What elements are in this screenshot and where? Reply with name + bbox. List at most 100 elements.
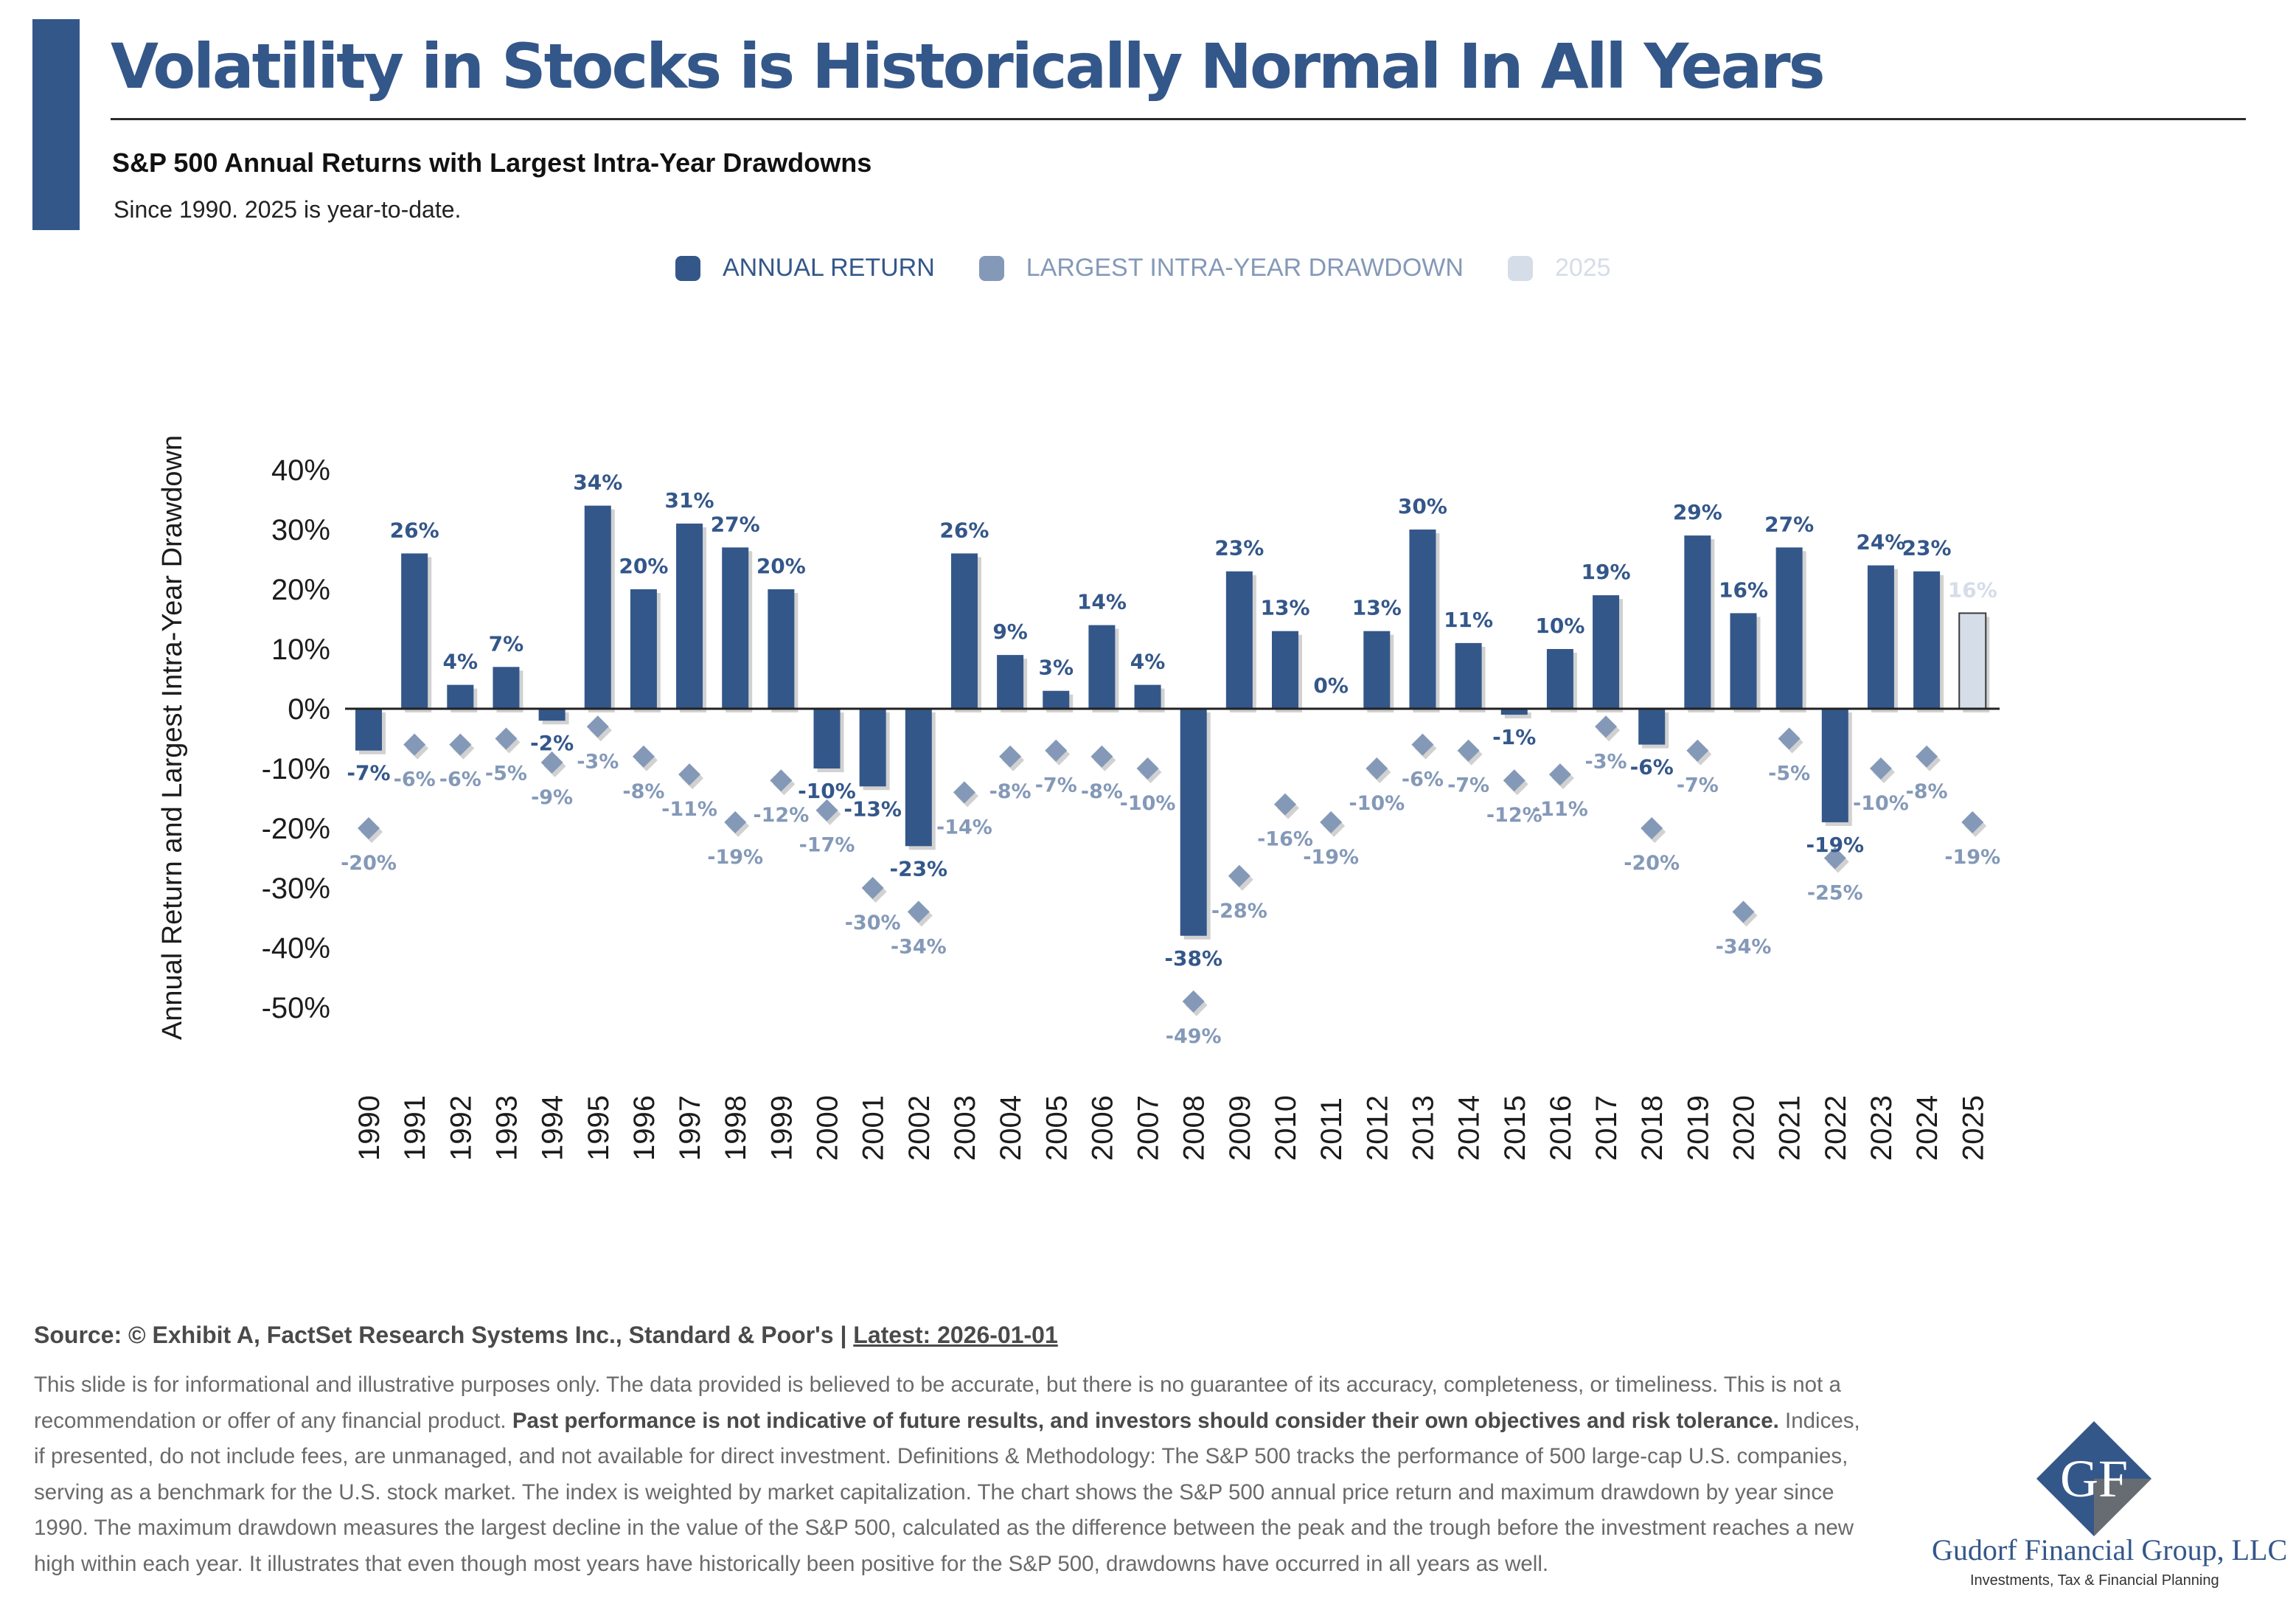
drawdown-label: -8% (622, 780, 664, 803)
x-tick-label: 2010 (1270, 1095, 1302, 1161)
legend-label-annual-return: ANNUAL RETURN (723, 254, 935, 282)
drawdown-label: -9% (531, 786, 573, 809)
latest-date-link[interactable]: Latest: 2026-01-01 (853, 1322, 1058, 1348)
return-label: 13% (1352, 596, 1402, 620)
drawdown-marker (495, 727, 518, 750)
x-tick-label: 2024 (1911, 1095, 1944, 1161)
drawdown-marker (1090, 745, 1113, 768)
return-bar (1043, 690, 1070, 709)
drawdown-marker (586, 715, 609, 738)
drawdown-marker (861, 877, 884, 899)
chart-subtitle: S&P 500 Annual Returns with Largest Intr… (112, 148, 872, 178)
return-label: 0% (1313, 673, 1349, 698)
return-bar (1638, 709, 1666, 745)
drawdown-label: -8% (989, 780, 1032, 803)
drawdown-marker (1778, 727, 1801, 750)
drawdown-label: -5% (1768, 763, 1810, 785)
drawdown-marker (815, 799, 838, 822)
return-bar (355, 709, 382, 751)
return-bar (1225, 571, 1253, 709)
legend-item-drawdown: LARGEST INTRA-YEAR DRAWDOWN (978, 254, 1464, 282)
x-tick-label: 2001 (857, 1095, 890, 1161)
chart-legend: ANNUAL RETURN LARGEST INTRA-YEAR DRAWDOW… (675, 254, 1655, 282)
return-label: -13% (843, 797, 902, 821)
drawdown-marker (1136, 757, 1159, 780)
logo-diamond-shade (2094, 1479, 2151, 1536)
legend-swatch-drawdown (978, 255, 1004, 281)
return-bar (401, 553, 428, 709)
return-bar (1821, 709, 1848, 822)
drawdown-label: -20% (1624, 852, 1680, 875)
return-bar (905, 709, 932, 847)
drawdown-marker (1641, 817, 1663, 839)
x-tick-label: 1991 (399, 1095, 431, 1161)
return-label: 30% (1398, 494, 1447, 518)
x-tick-label: 1999 (765, 1095, 798, 1161)
return-label: 4% (1130, 650, 1166, 674)
firm-tagline: Investments, Tax & Financial Planning (1970, 1572, 2219, 1589)
drawdown-label: -5% (485, 763, 527, 785)
drawdown-label: -11% (1532, 798, 1588, 821)
return-label: -2% (530, 731, 574, 755)
return-label: 7% (489, 631, 524, 656)
legend-swatch-annual-return (675, 255, 700, 281)
drawdown-marker (770, 769, 793, 792)
drawdown-label: -17% (799, 834, 855, 857)
return-label: -19% (1806, 833, 1864, 857)
disclaimer: This slide is for informational and illu… (34, 1367, 1862, 1582)
return-label: 27% (711, 512, 760, 536)
drawdown-label: -19% (707, 846, 763, 869)
legend-label-drawdown: LARGEST INTRA-YEAR DRAWDOWN (1026, 254, 1464, 282)
drawdown-label: -12% (1486, 804, 1542, 827)
x-tick-label: 2018 (1636, 1095, 1669, 1161)
drawdown-label: -3% (577, 750, 619, 773)
drawdown-label: -20% (341, 852, 397, 875)
y-tick-label: 40% (271, 454, 330, 487)
x-tick-label: 2021 (1774, 1095, 1806, 1161)
return-bar (630, 589, 657, 709)
x-tick-label: 2022 (1820, 1095, 1852, 1161)
x-tick-label: 2019 (1682, 1095, 1714, 1161)
return-label: 9% (992, 620, 1028, 644)
drawdown-label: -49% (1166, 1025, 1222, 1048)
source-text: Source: © Exhibit A, FactSet Research Sy… (34, 1322, 854, 1348)
drawdown-label: -8% (1906, 780, 1948, 803)
return-label: 4% (443, 650, 479, 674)
drawdown-marker (907, 901, 930, 923)
return-bar (859, 709, 886, 787)
drawdown-label: -6% (394, 768, 436, 791)
drawdown-label: -7% (1035, 774, 1077, 797)
drawdown-marker (1457, 739, 1480, 762)
x-tick-label: 2020 (1728, 1095, 1761, 1161)
drawdown-marker (1595, 715, 1618, 738)
return-bar (950, 553, 978, 709)
x-tick-label: 2015 (1499, 1095, 1531, 1161)
accent-bar (32, 19, 80, 230)
y-tick-label: 10% (271, 634, 330, 666)
x-tick-label: 1997 (674, 1095, 706, 1161)
drawdown-label: -10% (1120, 792, 1176, 815)
disclaimer-text-2: Indices, if presented, do not include fe… (34, 1408, 1860, 1576)
y-tick-label: 0% (288, 693, 330, 726)
firm-name: Gudorf Financial Group, LLC (1932, 1533, 2288, 1566)
drawdown-label: -10% (1853, 792, 1909, 815)
x-tick-label: 2014 (1453, 1095, 1486, 1161)
x-tick-label: 2003 (949, 1095, 981, 1161)
drawdown-marker (358, 817, 380, 839)
return-label: -6% (1630, 755, 1674, 780)
drawdown-marker (1732, 901, 1755, 923)
return-bar (1593, 595, 1620, 709)
drawdown-marker (540, 751, 563, 774)
drawdown-marker (403, 733, 426, 756)
x-tick-label: 1998 (720, 1095, 752, 1161)
return-bar (1958, 612, 1987, 710)
x-tick-label: 2012 (1361, 1095, 1394, 1161)
drawdown-label: -10% (1349, 792, 1405, 815)
return-bar (1363, 631, 1391, 709)
return-bar (1134, 684, 1161, 709)
drawdown-label: -16% (1257, 828, 1313, 851)
return-label: 26% (390, 518, 439, 542)
drawdown-label: -6% (1402, 768, 1444, 791)
x-tick-label: 2017 (1590, 1095, 1623, 1161)
return-bar (1409, 530, 1436, 709)
